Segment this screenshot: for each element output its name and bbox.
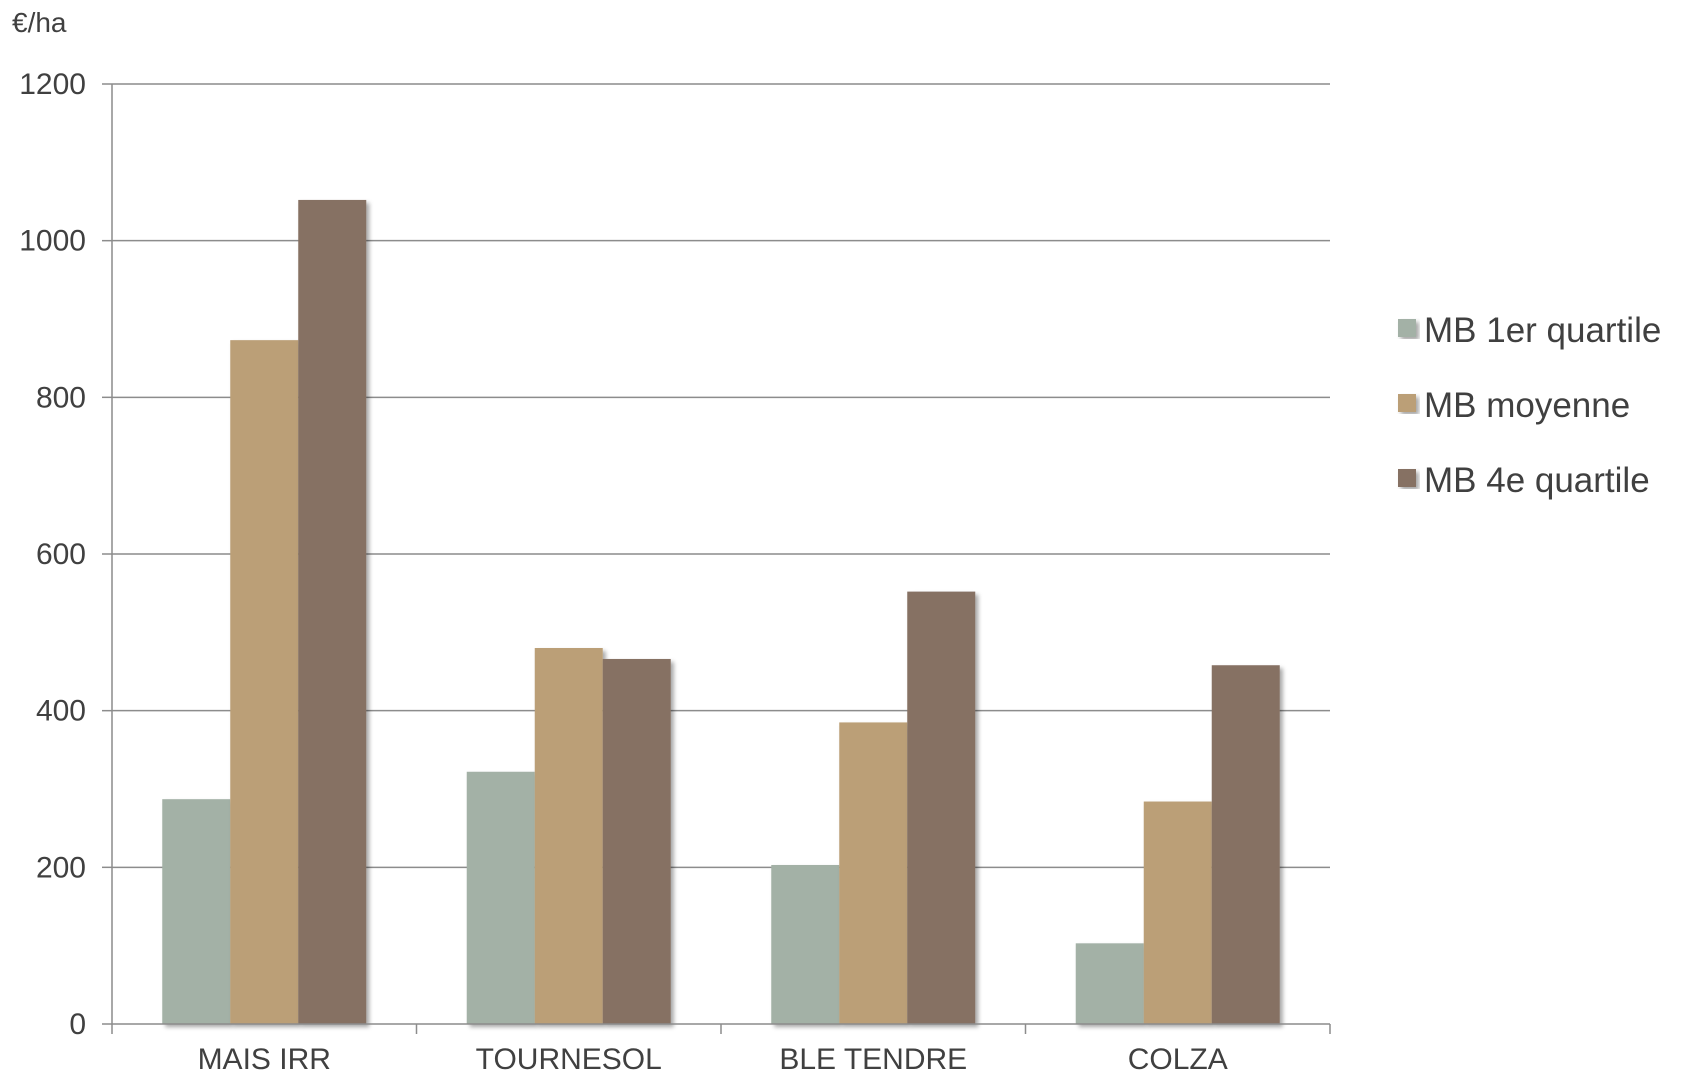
y-tick-label: 0	[69, 1008, 86, 1041]
legend-label: MB 1er quartile	[1424, 311, 1661, 350]
bar	[162, 799, 231, 1024]
y-tick-label: 200	[36, 851, 86, 884]
bar	[839, 722, 908, 1024]
bar	[1143, 801, 1212, 1024]
y-tick-label: 400	[36, 695, 86, 728]
y-tick-label: 1000	[19, 225, 86, 258]
bar	[1211, 665, 1280, 1024]
legend-swatch	[1398, 319, 1416, 337]
bar	[298, 199, 367, 1024]
bar	[1075, 943, 1144, 1024]
bar	[466, 771, 535, 1024]
legend-label: MB moyenne	[1424, 386, 1630, 425]
bar	[534, 648, 603, 1024]
bar	[771, 864, 840, 1024]
y-tick-label: 800	[36, 381, 86, 414]
x-tick-label: COLZA	[1128, 1043, 1228, 1074]
legend: MB 1er quartile MB moyenne MB 4e quartile	[1398, 311, 1661, 500]
bar	[602, 658, 671, 1024]
y-axis-ticks: 0 200 400 600 800 1000 1200	[19, 68, 112, 1041]
legend-swatch	[1398, 394, 1416, 412]
bars	[162, 199, 1280, 1024]
legend-swatch	[1398, 469, 1416, 487]
bar	[907, 591, 976, 1024]
x-axis-ticks: MAIS IRR TOURNESOL BLE TENDRE COLZA	[111, 1024, 1331, 1074]
legend-label: MB 4e quartile	[1424, 461, 1650, 500]
y-tick-label: 600	[36, 538, 86, 571]
y-axis-unit-label: €/ha	[12, 7, 67, 38]
x-tick-label: BLE TENDRE	[779, 1043, 967, 1074]
x-tick-label: MAIS IRR	[198, 1043, 331, 1074]
x-tick-label: TOURNESOL	[476, 1043, 662, 1074]
y-tick-label: 1200	[19, 68, 86, 101]
bar	[230, 340, 299, 1024]
